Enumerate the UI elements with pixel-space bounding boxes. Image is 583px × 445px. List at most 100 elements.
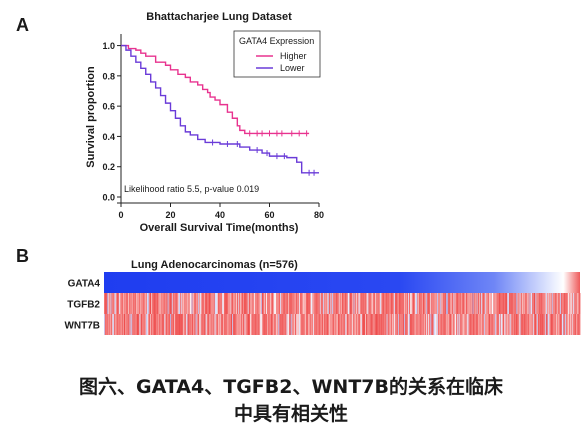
heatmap-cell — [375, 314, 378, 335]
heatmap-cell — [461, 293, 463, 314]
heatmap-cell — [387, 293, 389, 314]
heatmap-cell — [235, 293, 237, 314]
heatmap-cell — [276, 293, 278, 314]
heatmap-cell — [427, 293, 429, 314]
heatmap-cell — [432, 314, 435, 335]
heatmap-cell — [286, 314, 288, 335]
heatmap-cell — [189, 314, 192, 335]
heatmap-cell — [253, 293, 255, 314]
heatmap-cell — [380, 293, 383, 314]
heatmap-cell — [481, 314, 483, 335]
heatmap-cell — [294, 293, 297, 314]
heatmap-cell — [141, 314, 143, 335]
heatmap-cell — [390, 293, 392, 314]
heatmap-cell — [571, 293, 573, 314]
heatmap-cell — [559, 314, 561, 335]
heatmap-cell — [239, 314, 241, 335]
heatmap-cell — [237, 293, 240, 314]
heatmap-cell — [435, 314, 437, 335]
heatmap-cell — [328, 293, 331, 314]
heatmap-cell — [344, 314, 346, 335]
heatmap-cell — [311, 293, 313, 314]
heatmap-cell — [340, 314, 342, 335]
heatmap-cell — [134, 314, 136, 335]
heatmap-cell — [425, 314, 427, 335]
heatmap-cell — [232, 293, 234, 314]
heatmap-cell — [403, 314, 405, 335]
heatmap-cell — [490, 314, 492, 335]
heatmap-cell — [182, 293, 184, 314]
heatmap-cell — [429, 293, 431, 314]
heatmap-cell — [453, 314, 455, 335]
heatmap-cell — [289, 293, 291, 314]
heatmap-cell — [320, 293, 322, 314]
heatmap-cell — [237, 293, 239, 314]
heatmap-cell — [242, 293, 244, 314]
heatmap-cell — [127, 293, 130, 314]
heatmap-cell — [313, 293, 315, 314]
heatmap-cell — [203, 314, 206, 335]
heatmap-cell — [118, 293, 120, 314]
heatmap-cell — [414, 314, 416, 335]
heatmap-cell — [126, 314, 128, 335]
heatmap-cell — [279, 293, 281, 314]
heatmap-cell — [138, 314, 140, 335]
heatmap-cell — [522, 314, 524, 335]
heatmap-cell — [368, 314, 370, 335]
heatmap-cell — [278, 293, 280, 314]
heatmap-cell — [498, 293, 500, 314]
heatmap-cell — [156, 293, 159, 314]
y-tick-label: 1.0 — [102, 41, 115, 51]
heatmap-cell — [290, 314, 292, 335]
heatmap-cell — [249, 314, 251, 335]
heatmap-cell — [518, 293, 521, 314]
heatmap-cell — [459, 314, 461, 335]
heatmap-cell — [251, 293, 253, 314]
heatmap-cell — [347, 314, 350, 335]
heatmap-cell — [413, 293, 416, 314]
heatmap-cell — [361, 293, 364, 314]
heatmap-cell — [500, 314, 502, 335]
heatmap-cell — [299, 293, 301, 314]
heatmap-cell — [124, 314, 126, 335]
heatmap-cell — [268, 314, 270, 335]
heatmap-cell — [113, 293, 116, 314]
heatmap-cell — [283, 293, 285, 314]
heatmap-cell — [550, 293, 552, 314]
heatmap-cell — [222, 314, 224, 335]
heatmap-cell — [194, 293, 197, 314]
heatmap-cell — [239, 293, 241, 314]
heatmap-cell — [294, 314, 296, 335]
heatmap-cell — [560, 314, 563, 335]
heatmap-cell — [181, 293, 183, 314]
heatmap-cell — [415, 293, 417, 314]
heatmap-cell — [225, 293, 227, 314]
heatmap-cell — [534, 293, 536, 314]
heatmap-cell — [396, 293, 398, 314]
heatmap-cell — [193, 314, 195, 335]
heatmap-cell — [489, 314, 492, 335]
heatmap-cell — [214, 293, 216, 314]
heatmap-cell — [149, 293, 151, 314]
heatmap-cell — [126, 293, 128, 314]
heatmap-cell — [460, 293, 462, 314]
heatmap-cell — [497, 293, 499, 314]
heatmap-cell — [196, 293, 198, 314]
heatmap-cell — [171, 314, 173, 335]
y-tick-label: 0.8 — [102, 71, 115, 81]
heatmap-cell — [424, 293, 426, 314]
heatmap-cell — [268, 293, 270, 314]
heatmap-cell — [211, 293, 213, 314]
heatmap-cell — [129, 314, 131, 335]
heatmap-cell — [318, 293, 320, 314]
heatmap-cell — [468, 293, 470, 314]
heatmap-cell — [379, 314, 381, 335]
heatmap-cell — [381, 293, 383, 314]
heatmap-cell — [552, 314, 554, 335]
heatmap-cell — [499, 293, 501, 314]
heatmap-cell — [523, 314, 526, 335]
heatmap-cell — [125, 293, 127, 314]
heatmap-cell — [125, 314, 127, 335]
heatmap-cell — [444, 293, 446, 314]
heatmap-cell — [322, 314, 324, 335]
